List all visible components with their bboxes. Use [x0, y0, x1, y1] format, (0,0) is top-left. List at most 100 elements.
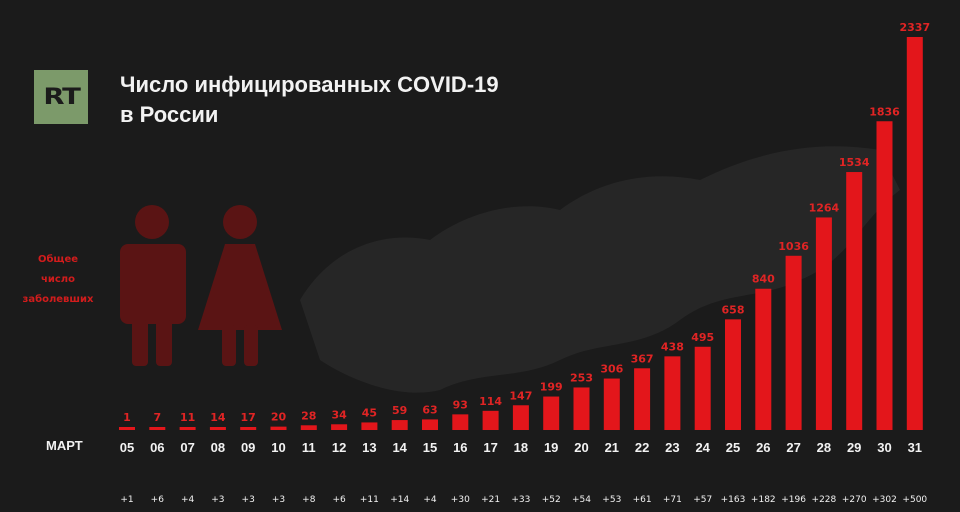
- daily-increase-label: +21: [481, 495, 500, 505]
- x-tick-label: 16: [453, 440, 467, 455]
- x-tick-label: 08: [211, 440, 225, 455]
- bar-value-label: 20: [271, 411, 287, 424]
- bar-value-label: 253: [570, 371, 593, 384]
- x-tick-label: 07: [180, 440, 194, 455]
- x-tick-label: 11: [302, 440, 316, 455]
- x-tick-label: 29: [847, 440, 861, 455]
- x-tick-label: 27: [786, 440, 800, 455]
- bar: [634, 368, 651, 430]
- x-tick-label: 14: [392, 440, 407, 455]
- bar: [906, 37, 923, 430]
- daily-increase-label: +228: [812, 495, 837, 505]
- bar-value-label: 114: [479, 395, 502, 408]
- daily-increase-label: +3: [272, 495, 285, 505]
- x-tick-label: 25: [726, 440, 740, 455]
- x-tick-label: 23: [665, 440, 679, 455]
- bar: [391, 420, 408, 430]
- rt-logo: RT: [34, 70, 88, 124]
- bar: [725, 319, 741, 430]
- bar: [482, 410, 499, 430]
- daily-increase-label: +61: [633, 495, 652, 505]
- daily-increase-label: +6: [151, 495, 165, 505]
- bar-value-label: 63: [422, 403, 437, 416]
- bar-value-label: 199: [540, 381, 563, 394]
- legend-line3: заболевших: [22, 294, 94, 305]
- daily-increase-label: +4: [181, 495, 195, 505]
- x-tick-label: 30: [877, 440, 891, 455]
- x-axis-month-label: МАРТ: [46, 438, 83, 453]
- bar-value-label: 306: [600, 363, 623, 376]
- bar: [512, 405, 529, 430]
- bar: [785, 255, 802, 430]
- bar-value-label: 93: [453, 398, 468, 411]
- daily-increase-label: +163: [721, 495, 746, 505]
- x-tick-label: 31: [908, 440, 922, 455]
- bar-value-label: 1: [123, 411, 131, 424]
- daily-increase-label: +54: [572, 495, 591, 505]
- daily-increase-label: +71: [663, 495, 682, 505]
- female-figure-icon: [198, 205, 282, 366]
- bar: [694, 346, 711, 430]
- legend-total-cases: Общее число заболевших: [18, 250, 98, 310]
- bar-value-label: 28: [301, 409, 316, 422]
- bar-value-label: 840: [752, 273, 775, 286]
- bar: [270, 426, 287, 430]
- bar: [179, 427, 196, 430]
- daily-increase-label: +8: [302, 495, 316, 505]
- bar-value-label: 1036: [778, 240, 809, 253]
- x-tick-label: 18: [514, 440, 528, 455]
- daily-increase-label: +57: [693, 495, 712, 505]
- male-figure-icon: [120, 205, 186, 366]
- chart-title-line1: Число инфицированных COVID-19: [120, 72, 499, 97]
- bar: [240, 427, 257, 430]
- bar-value-label: 45: [362, 406, 377, 419]
- daily-increase-label: +3: [242, 495, 255, 505]
- bar-value-label: 1534: [839, 156, 870, 169]
- bar: [149, 427, 166, 430]
- bar-value-label: 147: [509, 389, 532, 402]
- x-tick-label: 26: [756, 440, 770, 455]
- bar-value-label: 7: [153, 411, 161, 424]
- bar-value-label: 11: [180, 411, 195, 424]
- chart-title: Число инфицированных COVID-19 в России: [120, 70, 499, 130]
- bar: [664, 356, 681, 430]
- daily-increase-label: +11: [360, 495, 379, 505]
- legend-line2: число: [41, 274, 75, 285]
- daily-increase-label: +30: [451, 495, 470, 505]
- daily-increase-label: +33: [511, 495, 530, 505]
- daily-increase-label: +182: [751, 495, 776, 505]
- map-silhouette: [300, 146, 900, 393]
- x-tick-label: 21: [605, 440, 619, 455]
- bar: [543, 396, 560, 430]
- x-tick-label: 09: [241, 440, 255, 455]
- daily-increase-label: +302: [872, 495, 897, 505]
- bar: [209, 427, 226, 430]
- bar-value-label: 495: [691, 331, 714, 344]
- daily-increase-label: +270: [842, 495, 867, 505]
- bar-value-label: 2337: [899, 21, 930, 34]
- bar: [755, 288, 772, 430]
- bar: [815, 217, 832, 430]
- x-tick-label: 19: [544, 440, 558, 455]
- legend-line1: Общее: [37, 254, 79, 265]
- bar-value-label: 1264: [809, 201, 840, 214]
- x-tick-label: 06: [150, 440, 164, 455]
- bar-value-label: 14: [210, 411, 226, 424]
- x-tick-label: 12: [332, 440, 346, 455]
- bar-value-label: 17: [241, 411, 256, 424]
- bar: [573, 387, 590, 430]
- x-tick-label: 28: [817, 440, 831, 455]
- bar-value-label: 1836: [869, 105, 900, 118]
- bar: [300, 425, 317, 430]
- bar-value-label: 367: [631, 352, 654, 365]
- x-tick-label: 20: [574, 440, 588, 455]
- bar: [331, 424, 348, 430]
- daily-increase-label: +14: [390, 495, 409, 505]
- x-tick-label: 17: [483, 440, 497, 455]
- chart-title-line2: в России: [120, 102, 219, 127]
- bar: [452, 414, 469, 430]
- bar-value-label: 658: [722, 303, 745, 316]
- daily-increase-label: +500: [902, 495, 927, 505]
